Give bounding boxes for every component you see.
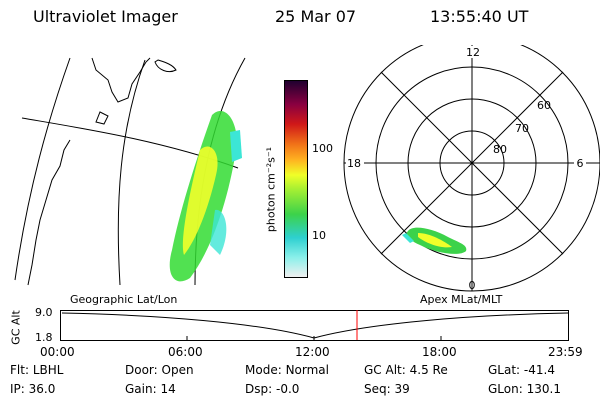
status-filter: Flt: LBHL	[10, 363, 64, 377]
colorbar-tick-10: 10	[312, 229, 326, 242]
altitude-tick-1-8: 1.8	[35, 331, 53, 344]
lat-label-60: 60	[537, 99, 551, 112]
aurora-oval-bright	[418, 233, 452, 248]
aurora-map-band	[169, 110, 242, 282]
aurora-oval-edge	[402, 233, 414, 243]
colorbar-unit-label: photon cm⁻²s⁻¹	[264, 146, 278, 233]
altitude-frame	[60, 310, 569, 341]
status-gain: Gain: 14	[125, 382, 176, 396]
mlt-label-0: 0	[469, 279, 476, 292]
polar-diagonal-2	[380, 71, 564, 255]
lat-label-80: 80	[493, 143, 507, 156]
meridian-1	[14, 57, 71, 281]
island-1	[154, 59, 177, 73]
aurora-band-bright	[182, 146, 218, 255]
lat-label-70: 70	[515, 122, 529, 135]
mlt-label-6: 6	[577, 157, 584, 170]
x-tick-0000: 00:00	[40, 345, 75, 359]
altitude-curve	[61, 312, 569, 339]
altitude-tick-9: 9.0	[35, 306, 53, 319]
x-tick-1800: 18:00	[422, 345, 457, 359]
x-tick-2359: 23:59	[548, 345, 583, 359]
colorbar-tick-100: 100	[312, 142, 333, 155]
coastline-west	[27, 139, 71, 286]
status-dsp: Dsp: -0.0	[245, 382, 300, 396]
aurora-polar-oval	[402, 227, 467, 254]
meridian-2	[117, 59, 146, 286]
aurora-band-edge	[210, 209, 227, 255]
apex-mlat-mlt-title: Apex MLat/MLT	[420, 293, 503, 306]
time-label: 13:55:40 UT	[430, 7, 529, 26]
colorbar	[284, 80, 308, 278]
geographic-map	[14, 57, 246, 286]
status-glat: GLat: -41.4	[488, 363, 555, 377]
coastlines	[27, 57, 177, 286]
status-seq: Seq: 39	[364, 382, 410, 396]
status-mode: Mode: Normal	[245, 363, 329, 377]
polar-plot: 12 18 6 0 60 70 80	[343, 45, 600, 292]
x-tick-1200: 12:00	[295, 345, 330, 359]
status-ip: IP: 36.0	[10, 382, 56, 396]
altitude-plot	[60, 310, 569, 341]
aurora-band-fringe	[230, 130, 242, 162]
x-tick-0600: 06:00	[168, 345, 203, 359]
date-label: 25 Mar 07	[275, 7, 357, 26]
status-gc-alt: GC Alt: 4.5 Re	[364, 363, 448, 377]
mlt-label-18: 18	[347, 157, 361, 170]
coastline-north	[91, 57, 151, 103]
status-door: Door: Open	[125, 363, 194, 377]
mlt-label-12: 12	[466, 46, 480, 59]
status-glon: GLon: 130.1	[488, 382, 561, 396]
island-2	[95, 111, 109, 125]
instrument-title: Ultraviolet Imager	[33, 7, 178, 26]
altitude-y-label: GC Alt	[9, 310, 23, 345]
geographic-latlon-title: Geographic Lat/Lon	[70, 293, 178, 306]
